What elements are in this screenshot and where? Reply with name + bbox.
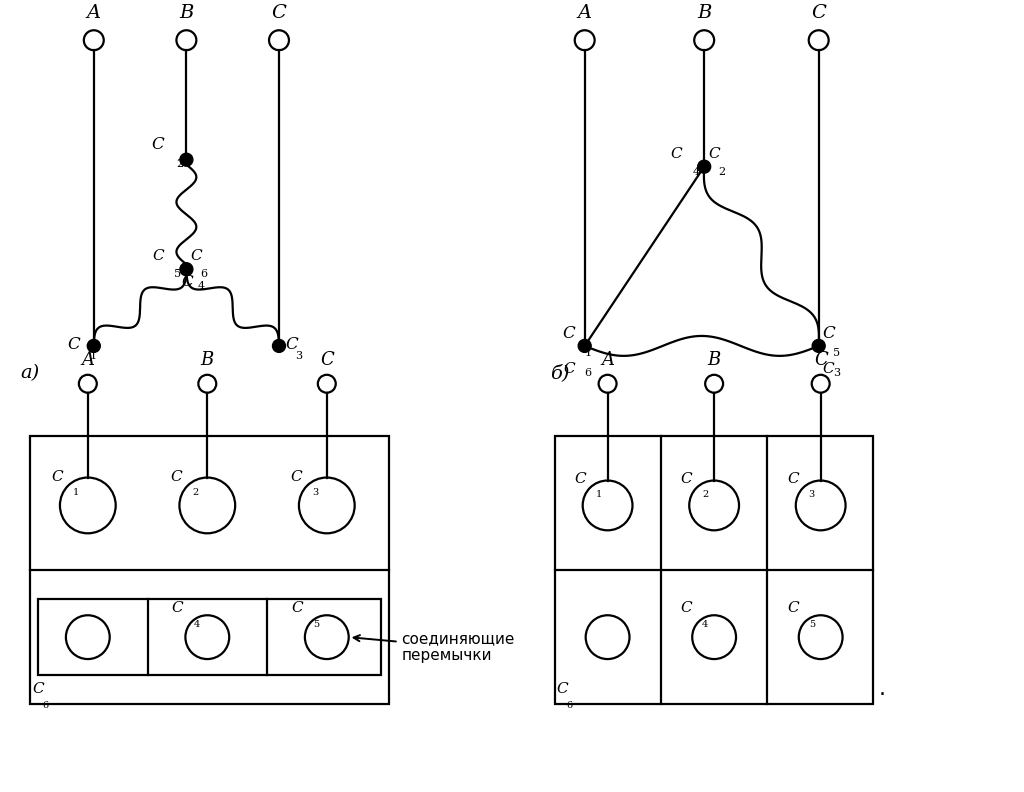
Text: C: C: [709, 147, 720, 161]
Text: 2: 2: [176, 158, 183, 169]
Text: A: A: [87, 4, 100, 22]
Text: 4: 4: [198, 281, 205, 291]
Text: 2: 2: [702, 490, 709, 500]
Text: C: C: [681, 601, 692, 615]
Text: C: C: [563, 362, 574, 376]
Circle shape: [812, 340, 825, 352]
Text: 6: 6: [585, 367, 592, 378]
Text: 2: 2: [718, 166, 725, 177]
Text: 3: 3: [833, 367, 840, 378]
Text: 2: 2: [193, 489, 199, 497]
Text: 6: 6: [201, 269, 208, 280]
Bar: [30, 436, 388, 704]
Text: C: C: [51, 470, 62, 484]
Text: 5: 5: [174, 269, 181, 280]
Circle shape: [272, 340, 286, 352]
Text: C: C: [574, 471, 586, 485]
Text: C: C: [562, 325, 574, 342]
Text: C: C: [152, 135, 165, 153]
Text: B: B: [708, 351, 721, 369]
Text: C: C: [811, 4, 826, 22]
Circle shape: [579, 340, 591, 352]
Text: C: C: [190, 249, 202, 263]
Bar: [555, 436, 873, 704]
Text: C: C: [32, 683, 44, 696]
Text: C: C: [181, 275, 194, 289]
Text: 6: 6: [42, 702, 48, 710]
Text: C: C: [319, 351, 334, 369]
Text: 5: 5: [313, 620, 319, 629]
Text: C: C: [171, 470, 182, 484]
Text: B: B: [179, 4, 194, 22]
Text: C: C: [822, 362, 835, 376]
Text: B: B: [201, 351, 214, 369]
Text: A: A: [81, 351, 94, 369]
Text: 4: 4: [702, 620, 709, 629]
Circle shape: [87, 340, 100, 352]
Text: C: C: [671, 147, 682, 161]
Text: соединяющие
перемычки: соединяющие перемычки: [353, 631, 515, 664]
Circle shape: [697, 160, 711, 173]
Text: 3: 3: [295, 351, 302, 361]
Text: B: B: [697, 4, 712, 22]
Text: C: C: [557, 683, 568, 696]
Text: C: C: [290, 470, 302, 484]
Text: 4: 4: [692, 166, 699, 177]
Text: C: C: [291, 601, 303, 615]
Text: A: A: [578, 4, 592, 22]
Text: C: C: [271, 4, 287, 22]
Circle shape: [180, 263, 193, 276]
Text: 5: 5: [809, 620, 815, 629]
Text: .: .: [879, 680, 886, 699]
Text: 1: 1: [90, 351, 97, 361]
Text: C: C: [787, 471, 799, 485]
Text: а): а): [20, 364, 39, 382]
Circle shape: [180, 153, 193, 166]
Text: C: C: [814, 351, 827, 369]
Text: б): б): [550, 364, 569, 382]
Text: C: C: [787, 601, 799, 615]
Text: C: C: [153, 249, 165, 263]
Text: 3: 3: [312, 489, 318, 497]
Text: 6: 6: [566, 702, 572, 710]
Text: 1: 1: [585, 348, 592, 358]
Text: 1: 1: [73, 489, 79, 497]
Text: C: C: [172, 601, 183, 615]
Text: C: C: [285, 337, 298, 353]
Text: A: A: [601, 351, 614, 369]
Text: C: C: [68, 337, 80, 353]
Text: 3: 3: [809, 490, 815, 500]
Bar: [38, 600, 381, 675]
Text: 1: 1: [596, 490, 602, 500]
Text: 4: 4: [194, 620, 200, 629]
Text: 5: 5: [833, 348, 840, 358]
Text: C: C: [822, 325, 836, 342]
Text: C: C: [681, 471, 692, 485]
